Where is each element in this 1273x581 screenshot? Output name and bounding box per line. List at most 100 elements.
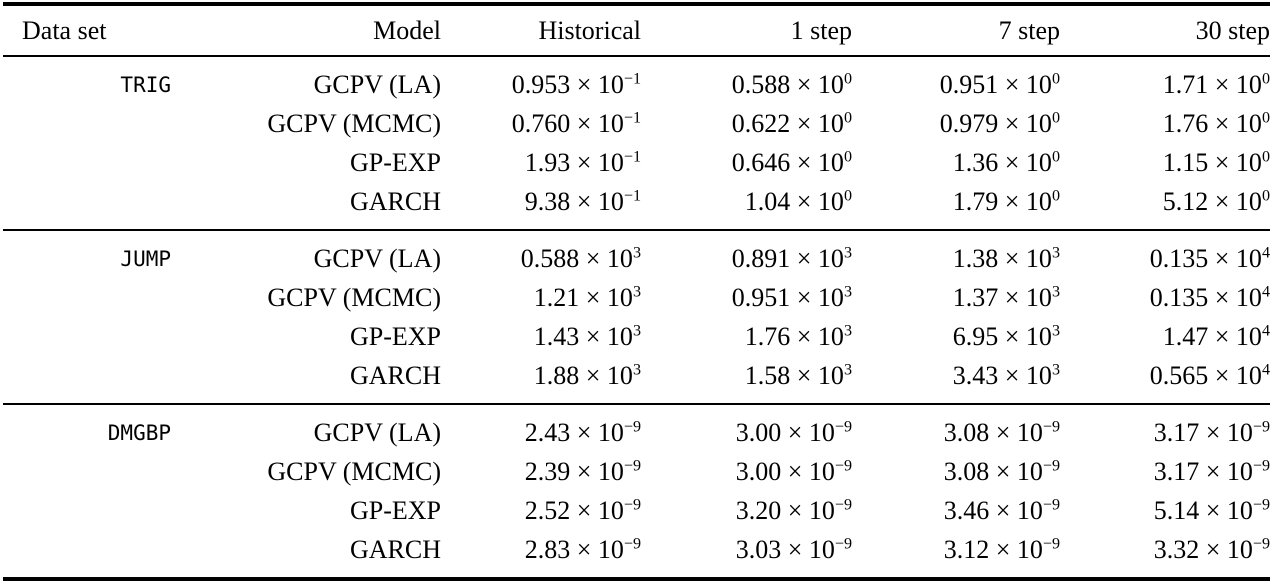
exponent: 3 (1051, 243, 1060, 261)
exponent: 3 (1051, 321, 1060, 339)
exponent: −9 (623, 417, 641, 435)
exponent: 3 (1051, 360, 1060, 378)
dataset-label: TRIG (120, 72, 171, 97)
value-cell: 3.00 × 10−9 (735, 456, 852, 486)
exponent: −9 (1042, 495, 1060, 513)
value-cell: 0.891 × 103 (731, 243, 852, 273)
exponent: −9 (834, 495, 852, 513)
exponent: −1 (623, 186, 641, 204)
exponent: −9 (1042, 417, 1060, 435)
dataset-label (3, 356, 171, 404)
exponent: 4 (1261, 282, 1270, 300)
value-cell: 0.135 × 104 (1149, 243, 1270, 273)
value-cell: 3.00 × 10−9 (735, 417, 852, 447)
column-header-historical: Historical (441, 4, 641, 57)
exponent: 3 (632, 360, 641, 378)
exponent: −9 (1252, 534, 1270, 552)
exponent: −1 (623, 147, 641, 165)
value-cell: 0.135 × 104 (1149, 282, 1270, 312)
value-cell: 1.43 × 103 (533, 321, 641, 351)
column-header-30-step: 30 step (1060, 4, 1270, 57)
model-label: GCPV (MCMC) (267, 282, 441, 312)
value-cell: 9.38 × 10−1 (524, 186, 641, 216)
table-row: TRIG GCPV (LA) 0.953 × 10−1 0.588 × 100 0.95… (3, 56, 1270, 104)
value-cell: 0.951 × 100 (939, 69, 1060, 99)
model-label: GP-EXP (349, 321, 441, 351)
value-cell: 0.588 × 103 (520, 243, 641, 273)
model-label: GCPV (MCMC) (267, 456, 441, 486)
table-row: GP-EXP 2.52 × 10−9 3.20 × 10−9 3.46 × 10−9 5… (3, 491, 1270, 530)
dataset-label: DMGBP (107, 420, 171, 445)
exponent: 4 (1261, 321, 1270, 339)
value-cell: 0.951 × 103 (731, 282, 852, 312)
model-label: GARCH (349, 186, 441, 216)
exponent: −9 (623, 534, 641, 552)
value-cell: 1.38 × 103 (952, 243, 1060, 273)
table-row: GP-EXP 1.43 × 103 1.76 × 103 6.95 × 103 1.47… (3, 317, 1270, 356)
model-label: GCPV (LA) (313, 243, 441, 273)
exponent: −9 (1252, 417, 1270, 435)
value-cell: 1.58 × 103 (744, 360, 852, 390)
value-cell: 3.08 × 10−9 (943, 456, 1060, 486)
exponent: 3 (843, 243, 852, 261)
dataset-label: JUMP (120, 246, 171, 271)
exponent: 0 (1261, 69, 1270, 87)
value-cell: 1.21 × 103 (533, 282, 641, 312)
value-cell: 1.93 × 10−1 (524, 147, 641, 177)
value-cell: 0.565 × 104 (1149, 360, 1270, 390)
model-label: GARCH (349, 360, 441, 390)
value-cell: 0.979 × 100 (939, 108, 1060, 138)
table-header: Data set Model Historical 1 step 7 step … (3, 4, 1270, 57)
value-cell: 0.953 × 10−1 (511, 69, 641, 99)
column-header-7-step: 7 step (852, 4, 1060, 57)
exponent: 4 (1261, 243, 1270, 261)
exponent: 0 (843, 147, 852, 165)
exponent: −9 (1042, 456, 1060, 474)
exponent: 0 (1261, 147, 1270, 165)
dataset-label (3, 143, 171, 182)
table-row: GCPV (MCMC) 1.21 × 103 0.951 × 103 1.37 × 1… (3, 278, 1270, 317)
header-row: Data set Model Historical 1 step 7 step … (3, 4, 1270, 57)
value-cell: 1.71 × 100 (1162, 69, 1270, 99)
dataset-label (3, 104, 171, 143)
value-cell: 0.622 × 100 (731, 108, 852, 138)
value-cell: 2.52 × 10−9 (524, 495, 641, 525)
dataset-label (3, 317, 171, 356)
exponent: −9 (623, 456, 641, 474)
table-row: GARCH 2.83 × 10−9 3.03 × 10−9 3.12 × 10−9 3.… (3, 530, 1270, 579)
value-cell: 1.79 × 100 (952, 186, 1060, 216)
exponent: −9 (1252, 456, 1270, 474)
table-row: GARCH 1.88 × 103 1.58 × 103 3.43 × 103 0.565… (3, 356, 1270, 404)
table-row: GARCH 9.38 × 10−1 1.04 × 100 1.79 × 100 5.12… (3, 182, 1270, 230)
exponent: −1 (623, 69, 641, 87)
exponent: 4 (1261, 360, 1270, 378)
column-header-1-step: 1 step (641, 4, 852, 57)
table-row: GCPV (MCMC) 0.760 × 10−1 0.622 × 100 0.979 … (3, 104, 1270, 143)
exponent: 3 (632, 321, 641, 339)
dataset-label (3, 278, 171, 317)
value-cell: 3.17 × 10−9 (1153, 456, 1270, 486)
exponent: 3 (843, 360, 852, 378)
dataset-label (3, 452, 171, 491)
value-cell: 1.47 × 104 (1162, 321, 1270, 351)
table-row: GCPV (MCMC) 2.39 × 10−9 3.00 × 10−9 3.08 × … (3, 452, 1270, 491)
value-cell: 3.03 × 10−9 (735, 534, 852, 564)
value-cell: 3.08 × 10−9 (943, 417, 1060, 447)
column-header-dataset: Data set (3, 4, 171, 57)
exponent: 3 (632, 282, 641, 300)
mse-results-table: Data set Model Historical 1 step 7 step … (3, 2, 1270, 581)
value-cell: 0.646 × 100 (731, 147, 852, 177)
exponent: 0 (843, 69, 852, 87)
value-cell: 3.17 × 10−9 (1153, 417, 1270, 447)
value-cell: 3.43 × 103 (952, 360, 1060, 390)
exponent: 3 (632, 243, 641, 261)
exponent: 0 (1051, 147, 1060, 165)
exponent: −1 (623, 108, 641, 126)
value-cell: 1.36 × 100 (952, 147, 1060, 177)
exponent: −9 (623, 495, 641, 513)
dataset-section-dmgbp: DMGBP GCPV (LA) 2.43 × 10−9 3.00 × 10−9 3.08… (3, 404, 1270, 579)
exponent: −9 (1252, 495, 1270, 513)
exponent: 3 (843, 282, 852, 300)
value-cell: 1.37 × 103 (952, 282, 1060, 312)
value-cell: 6.95 × 103 (952, 321, 1060, 351)
